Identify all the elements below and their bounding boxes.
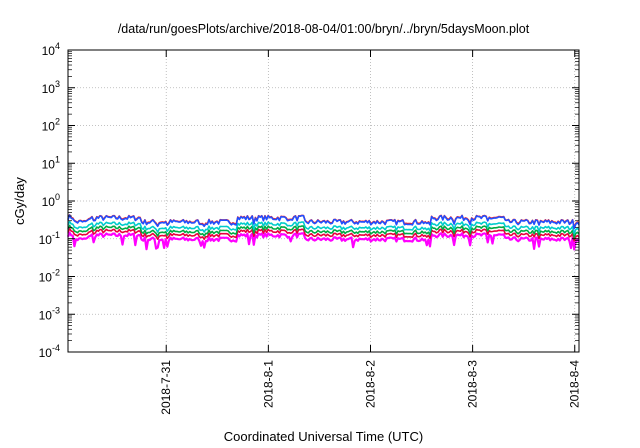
- chart-title: /data/run/goesPlots/archive/2018-08-04/0…: [118, 22, 530, 36]
- series-line: [66, 231, 580, 251]
- y-axis-label: cGy/day: [12, 177, 27, 225]
- series-group: [66, 214, 580, 251]
- ticks: 10-4 10-3 10-2 10-1 100 101 102 103 104 2018-7-31…: [39, 41, 582, 415]
- grid: [68, 50, 579, 352]
- y-tick-label: 10-2: [39, 268, 60, 285]
- x-tick-label: 2018-7-31: [159, 360, 173, 415]
- series-line: [67, 227, 580, 242]
- y-tick-label: 10-1: [39, 230, 60, 247]
- x-tick-label: 2018-8-4: [568, 360, 582, 408]
- y-tick-label: 101: [42, 154, 60, 171]
- series-line: [67, 224, 580, 239]
- x-tick-label: 2018-8-1: [261, 360, 275, 408]
- x-tick-label: 2018-8-2: [363, 360, 377, 408]
- y-tick-label: 100: [42, 192, 60, 209]
- series-line: [67, 220, 580, 235]
- y-tick-label: 104: [42, 41, 60, 58]
- y-tick-label: 10-4: [39, 343, 60, 360]
- x-axis-label: Coordinated Universal Time (UTC): [224, 429, 423, 444]
- y-tick-label: 102: [42, 117, 60, 134]
- y-tick-label: 10-3: [39, 305, 60, 322]
- x-tick-label: 2018-8-3: [466, 360, 480, 408]
- y-tick-label: 103: [42, 79, 60, 96]
- series-line: [67, 214, 580, 230]
